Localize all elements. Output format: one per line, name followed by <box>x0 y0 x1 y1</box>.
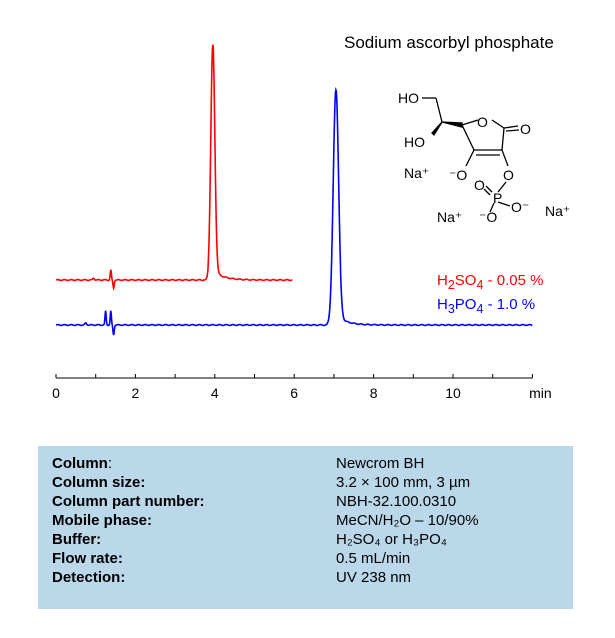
structure-label: Na⁺ <box>437 209 462 225</box>
structure-label: HO <box>404 134 425 150</box>
x-tick-label: 10 <box>445 385 461 401</box>
structure-label: ⁻O <box>479 209 497 225</box>
condition-row: Flow rate: 0.5 mL/min <box>52 550 411 567</box>
series-line-h2so4 <box>55 44 293 292</box>
condition-row: Column part number: NBH-32.100.0310 <box>52 493 457 510</box>
structure-label: O <box>520 121 531 137</box>
legend-entry-h2so4: H2SO4 - 0.05 % <box>437 272 544 292</box>
structure-label: P <box>493 190 502 206</box>
x-tick-label: 4 <box>211 385 219 401</box>
legend-entry-h3po4: H3PO4 - 1.0 % <box>437 296 536 316</box>
structure-label: O <box>477 114 488 130</box>
structure-label: O <box>503 167 514 183</box>
chromatogram-plot: 0 2 4 6 8 10 min <box>52 44 552 401</box>
structure-label: O⁻ <box>511 199 529 215</box>
x-tick-label: 2 <box>132 385 140 401</box>
structure-label: HO <box>398 90 419 106</box>
structure-label: O <box>474 177 485 193</box>
series-line-h3po4 <box>55 86 533 336</box>
x-tick-label: 6 <box>290 385 298 401</box>
condition-row: Column: Newcrom BH <box>52 455 425 472</box>
structure-label: Na⁺ <box>404 165 429 181</box>
chemical-structure: HO HO O O Na⁺ ⁻O O O P O⁻ Na⁺ ⁻O Na⁺ <box>398 90 570 225</box>
structure-label: Na⁺ <box>545 203 570 219</box>
condition-row: Mobile phase: MeCN/H₂O – 10/90% <box>52 512 479 529</box>
condition-row: Column size: 3.2 × 100 mm, 3 µm <box>52 474 471 491</box>
conditions-table: Column: Newcrom BH Column size: 3.2 × 100 … <box>38 446 573 609</box>
condition-row: Buffer: H₂SO₄ or H₃PO₄ <box>52 531 447 548</box>
structure-label: ⁻O <box>449 167 467 183</box>
x-tick-label: 0 <box>52 385 60 401</box>
condition-row: Detection: UV 238 nm <box>52 569 412 586</box>
chart-title: Sodium ascorbyl phosphate <box>344 33 554 52</box>
x-axis-label: min <box>529 385 552 401</box>
x-tick-label: 8 <box>370 385 378 401</box>
